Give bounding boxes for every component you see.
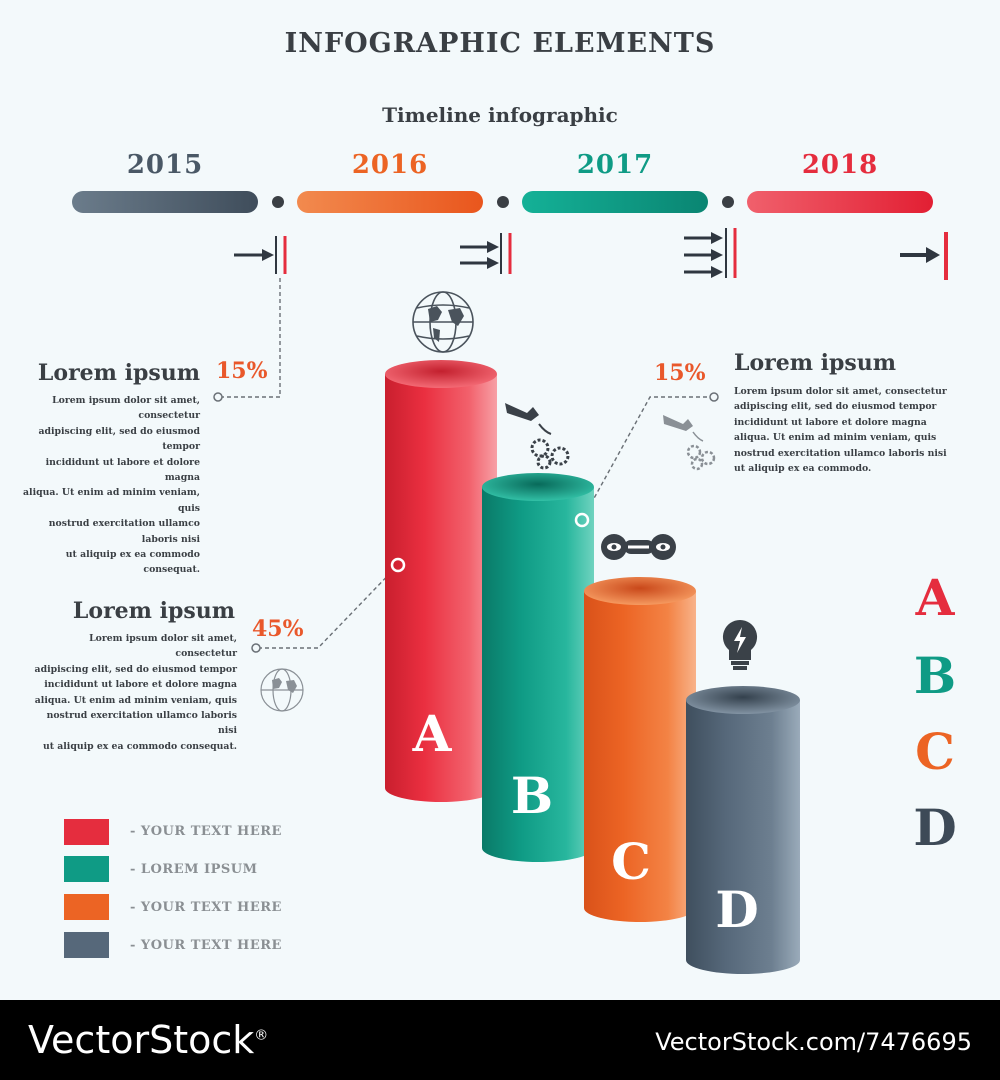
timeline-dot [497, 196, 509, 208]
side-letter-a: A [915, 568, 955, 627]
callout-percent: 15% [216, 358, 268, 384]
side-letter-d: D [913, 798, 957, 857]
timeline-bar-2015 [72, 191, 258, 213]
legend-swatch-orange [64, 894, 109, 920]
cylinder-d [686, 686, 800, 974]
legend-label: - LOREM IPSUM [130, 862, 258, 877]
callout-body: Lorem ipsum dolor sit amet, consectetur a… [734, 386, 947, 475]
cylinder-b [482, 473, 594, 862]
timeline-dot [722, 196, 734, 208]
timeline-bar-2017 [522, 191, 708, 213]
callout-percent: 45% [252, 616, 304, 642]
connector-dot [251, 643, 261, 653]
side-letter-b: B [913, 646, 957, 705]
timeline-arrow-2 [460, 233, 512, 274]
legend-swatch-slate [64, 932, 109, 958]
legend-swatch-green [64, 856, 109, 882]
callout-body: Lorem ipsum dolor sit amet, consectetur a… [23, 395, 200, 576]
timeline-arrow-3 [684, 228, 737, 278]
marker-ring [390, 557, 406, 573]
legend-label: - YOUR TEXT HERE [130, 900, 282, 915]
cylinder-label-c: C [611, 832, 651, 891]
infographic-canvas [213, 228, 948, 974]
footer-bar: VectorStock® VectorStock.com/7476695 [0, 1000, 1000, 1080]
side-letter-c: C [915, 722, 955, 781]
timeline-dot [272, 196, 284, 208]
callout-heading: Lorem ipsum [72, 598, 235, 624]
callout-percent: 15% [654, 360, 706, 386]
cylinder-a [385, 360, 497, 802]
lightbulb-icon [722, 619, 758, 670]
gears-icon [663, 415, 716, 471]
gears-icon [505, 403, 570, 470]
callout-heading: Lorem ipsum [37, 360, 200, 386]
legend-label: - YOUR TEXT HERE [130, 824, 282, 839]
connector-dot [213, 392, 223, 402]
timeline-arrow-4 [900, 232, 948, 280]
timeline-year-2018: 2018 [801, 150, 879, 180]
timeline-arrow-1 [234, 236, 287, 274]
legend-label: - YOUR TEXT HERE [130, 938, 282, 953]
footer-brand: VectorStock® [28, 1018, 269, 1062]
connector-dot [709, 392, 719, 402]
globe-icon [260, 668, 304, 712]
cylinder-c [584, 577, 696, 922]
footer-url: VectorStock.com/7476695 [655, 1028, 972, 1056]
timeline-year-2017: 2017 [576, 150, 654, 180]
page-subtitle: Timeline infographic [382, 103, 618, 127]
callout-heading: Lorem ipsum [734, 350, 897, 376]
globe-icon [412, 291, 474, 353]
timeline-bar-2018 [747, 191, 933, 213]
cylinder-label-a: A [412, 704, 452, 763]
marker-ring [574, 512, 590, 528]
connector-lines [220, 276, 714, 649]
timeline-bar-2016 [297, 191, 483, 213]
callout-body: Lorem ipsum dolor sit amet, consectetur a… [34, 633, 237, 752]
timeline-year-2016: 2016 [351, 150, 429, 180]
legend-swatch-red [64, 819, 109, 845]
cylinder-label-b: B [510, 766, 554, 825]
eye-link-icon [601, 534, 676, 560]
page-title: INFOGRAPHIC ELEMENTS [284, 28, 716, 59]
timeline-year-2015: 2015 [126, 150, 204, 180]
cylinder-label-d: D [715, 880, 759, 939]
